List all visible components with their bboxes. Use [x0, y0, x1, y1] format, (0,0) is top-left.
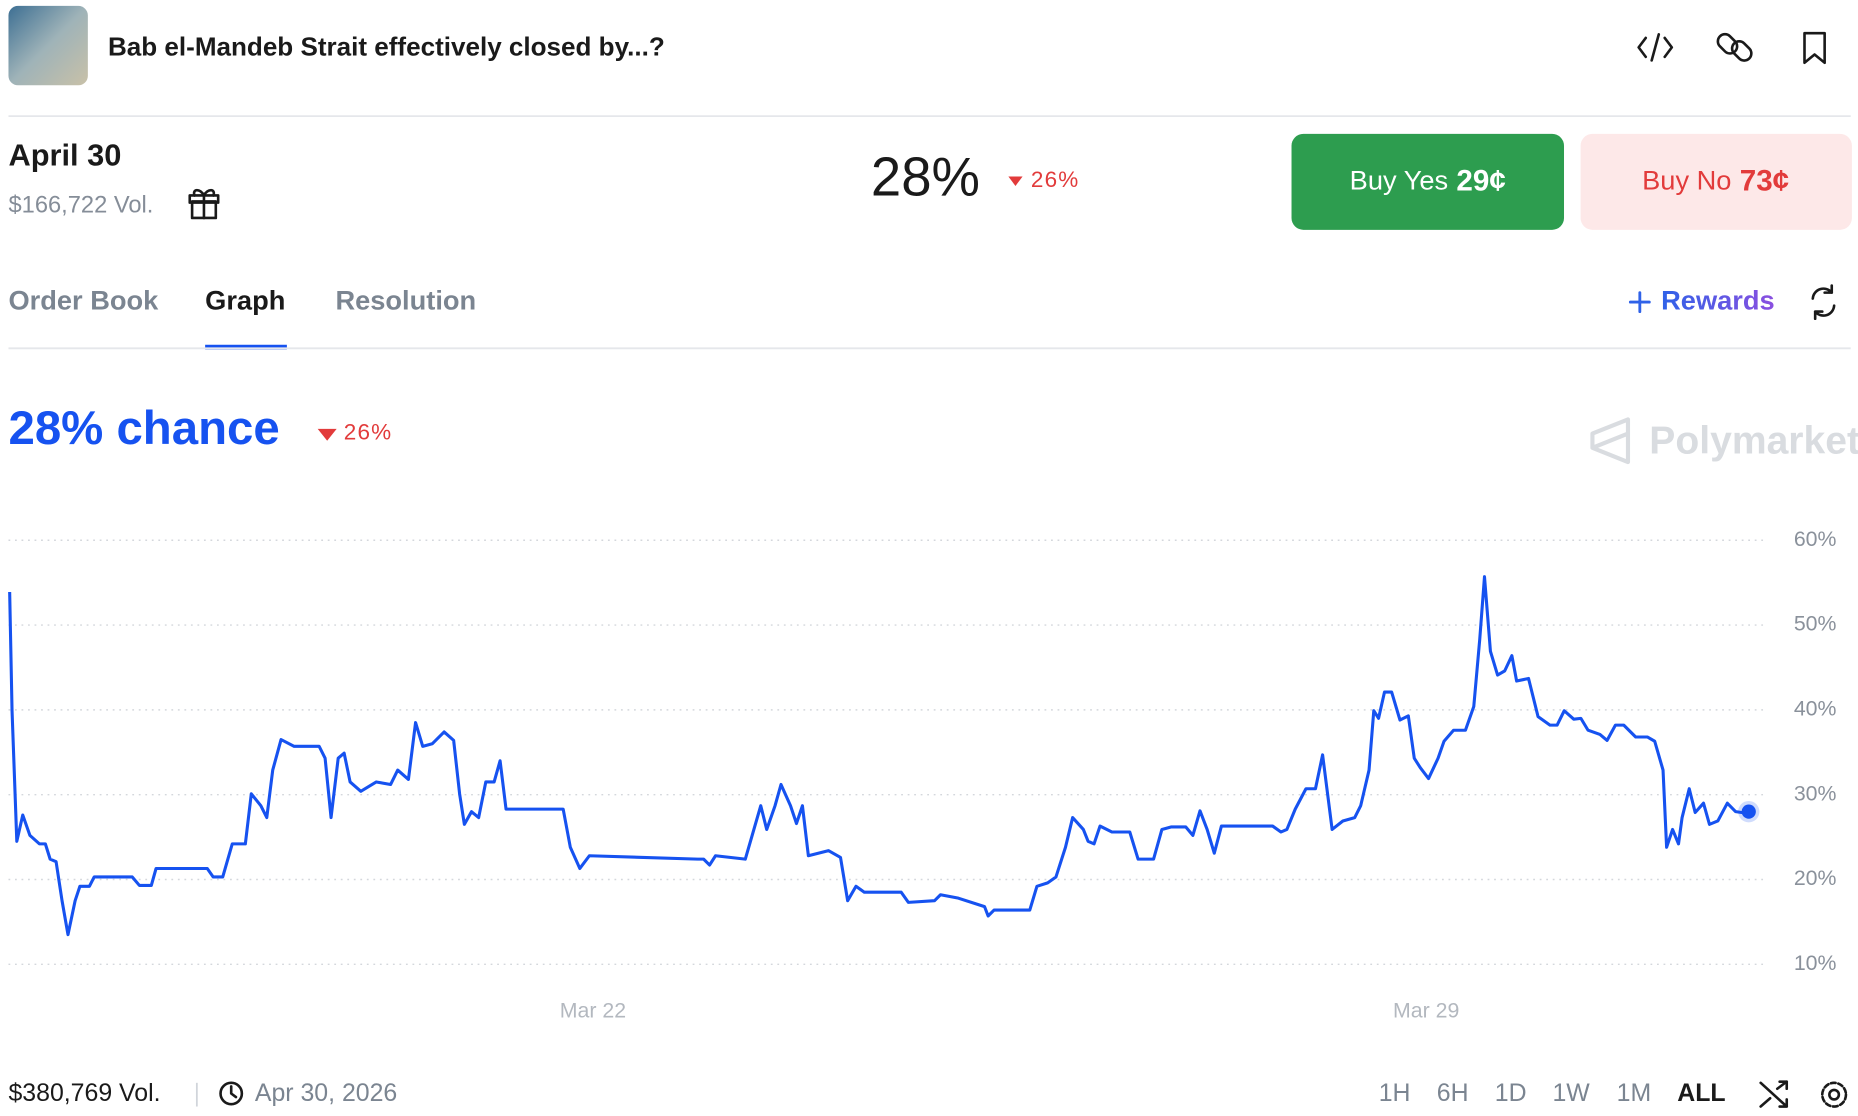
- range-option[interactable]: 1D: [1495, 1079, 1527, 1107]
- embed-icon[interactable]: [1637, 33, 1674, 62]
- buy-yes-button[interactable]: Buy Yes 29¢: [1291, 133, 1565, 230]
- chart: 10% 20% 30% 40% 50% 60% Mar 22 Mar 29: [8, 527, 1837, 1022]
- refresh-icon[interactable]: [1811, 284, 1836, 320]
- buy-no-button[interactable]: Buy No 73¢: [1580, 133, 1852, 230]
- end-date: Apr 30, 2026: [255, 1079, 397, 1107]
- outcome-label: April 30: [8, 138, 121, 173]
- range-selector: 1H 6H 1D 1W 1M ALL: [1379, 1079, 1726, 1107]
- market-thumbnail: [8, 5, 88, 86]
- range-option[interactable]: 6H: [1437, 1079, 1469, 1107]
- rewards-link[interactable]: Rewards: [1661, 284, 1775, 315]
- market-title: Bab el-Mandeb Strait effectively closed …: [108, 31, 665, 61]
- tab[interactable]: Order Book: [8, 284, 159, 315]
- button-text: Buy No: [1642, 165, 1731, 196]
- plus-icon: [1628, 291, 1651, 314]
- link-icon[interactable]: [1715, 31, 1754, 63]
- down-arrow: [1008, 176, 1023, 186]
- shuffle-icon[interactable]: [1759, 1080, 1789, 1108]
- range-option[interactable]: 1W: [1552, 1079, 1590, 1107]
- bookmark-icon[interactable]: [1803, 31, 1826, 65]
- button-bg: [1291, 133, 1565, 230]
- tab[interactable]: Resolution: [335, 284, 476, 315]
- price-line: [8, 575, 1749, 937]
- outcome-volume: $166,722 Vol.: [8, 192, 153, 218]
- x-tick-label: Mar 29: [1393, 998, 1459, 1022]
- button-price: 29¢: [1456, 164, 1505, 197]
- total-volume: $380,769 Vol.: [8, 1079, 160, 1107]
- gift-icon[interactable]: [188, 188, 220, 220]
- chart-change: 26%: [344, 420, 393, 445]
- current-price: 28%: [871, 147, 980, 208]
- down-arrow: [317, 428, 337, 441]
- y-tick-label: 20%: [1794, 866, 1837, 890]
- price-change: 26%: [1031, 167, 1080, 192]
- y-tick-label: 30%: [1794, 781, 1837, 805]
- chart-title: 28% chance: [8, 402, 279, 455]
- watermark: Polymarket: [1649, 419, 1858, 462]
- current-point: [1741, 804, 1756, 819]
- y-tick-label: 10%: [1794, 951, 1837, 975]
- y-tick-label: 60%: [1794, 527, 1837, 551]
- range-option[interactable]: 1M: [1617, 1079, 1652, 1107]
- button-text: Buy Yes: [1350, 165, 1448, 196]
- tab-active[interactable]: Graph: [205, 284, 285, 315]
- button-label: Buy No 73¢: [1642, 164, 1789, 197]
- range-option[interactable]: ALL: [1677, 1079, 1725, 1107]
- tab-underline: [205, 344, 287, 350]
- button-price: 73¢: [1740, 164, 1789, 197]
- button-bg: [1580, 133, 1852, 230]
- settings-icon[interactable]: [1820, 1081, 1848, 1108]
- button-label: Buy Yes 29¢: [1350, 164, 1506, 197]
- watermark-logo: [1590, 417, 1631, 465]
- y-tick-label: 40%: [1794, 697, 1837, 721]
- clock-icon: [219, 1081, 244, 1106]
- x-tick-label: Mar 22: [560, 998, 626, 1022]
- range-option[interactable]: 1H: [1379, 1079, 1411, 1107]
- y-tick-label: 50%: [1794, 612, 1837, 636]
